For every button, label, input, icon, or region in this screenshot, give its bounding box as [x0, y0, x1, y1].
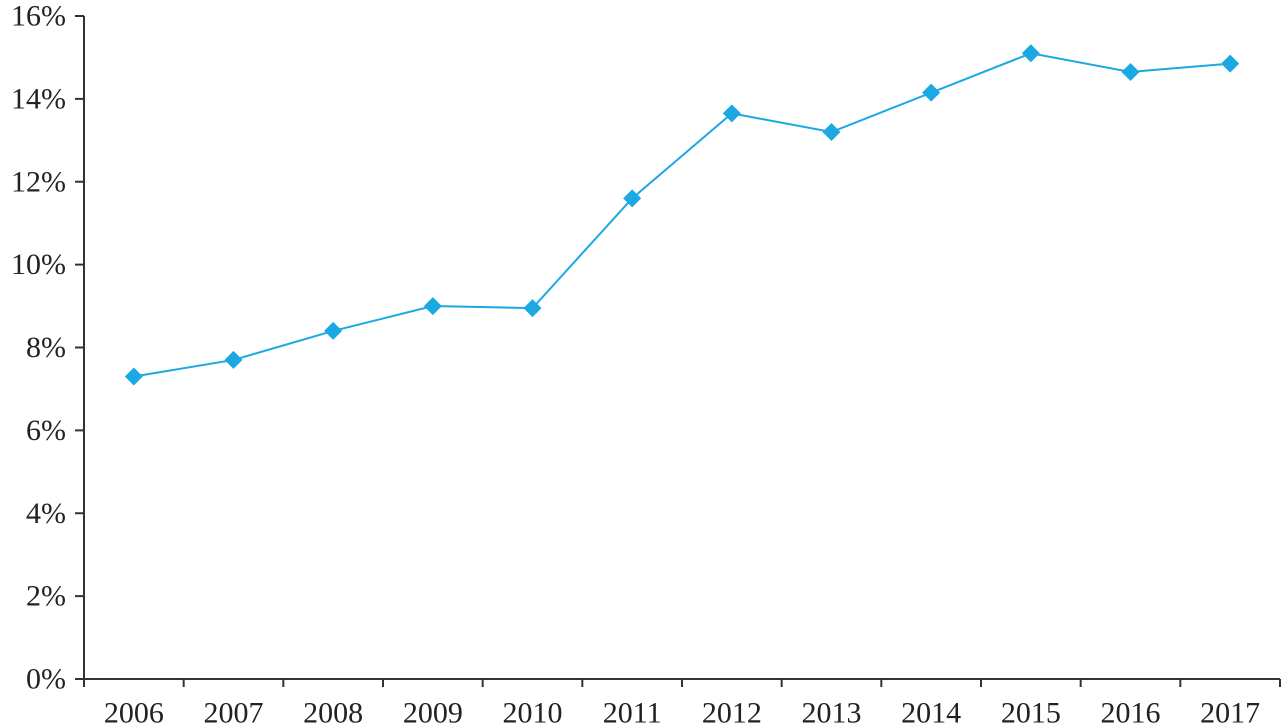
x-tick-label: 2015 [1001, 697, 1061, 725]
data-point-marker [423, 297, 442, 316]
x-tick-label: 2010 [503, 697, 563, 725]
y-tick-label: 4% [26, 497, 66, 530]
data-point-marker [822, 123, 841, 142]
y-tick-label: 2% [26, 580, 66, 613]
series-line [133, 52, 1231, 378]
x-axis: 2006 2007 2008 2009 2010 2011 2012 2013 2014 2015… [83, 678, 1281, 725]
data-point-marker [523, 299, 542, 318]
y-tick-label: 12% [11, 165, 66, 198]
data-point-marker [1121, 62, 1140, 81]
data-point-marker [124, 367, 143, 386]
x-tick-label: 2011 [603, 697, 662, 725]
x-tick-label: 2017 [1200, 697, 1260, 725]
y-axis: 0% 2% 4% 6% 8% 10% 12% 14% 16% [11, 0, 85, 696]
y-tick-label: 8% [26, 331, 66, 364]
series [124, 44, 1240, 386]
x-tick-label: 2016 [1101, 697, 1161, 725]
x-tick-label: 2008 [303, 697, 363, 725]
data-point-marker [324, 321, 343, 340]
y-tick-label: 10% [11, 248, 66, 281]
y-tick-label: 14% [11, 82, 66, 115]
data-point-marker [1221, 54, 1240, 73]
y-tick-label: 6% [26, 414, 66, 447]
x-tick-label: 2013 [802, 697, 862, 725]
y-tick-label: 0% [26, 663, 66, 696]
data-point-marker [224, 350, 243, 369]
y-tick-label: 16% [11, 0, 66, 33]
x-tick-label: 2014 [901, 697, 961, 725]
x-tick-label: 2009 [403, 697, 463, 725]
data-point-marker [722, 104, 741, 123]
x-tick-label: 2006 [104, 697, 164, 725]
data-point-marker [922, 83, 941, 102]
data-point-marker [623, 189, 642, 208]
x-tick-label: 2012 [702, 697, 762, 725]
data-point-marker [1021, 44, 1040, 63]
x-tick-label: 2007 [204, 697, 264, 725]
